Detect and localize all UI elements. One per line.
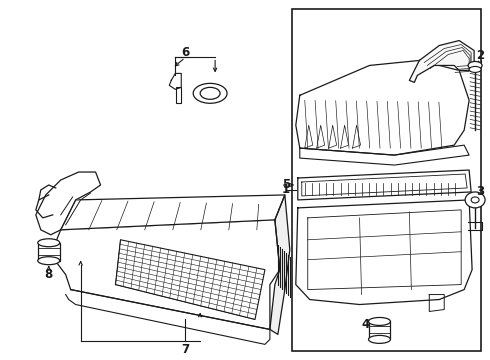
- Ellipse shape: [469, 67, 481, 72]
- Polygon shape: [302, 174, 467, 196]
- Polygon shape: [296, 200, 472, 305]
- Text: 6: 6: [181, 46, 189, 59]
- Polygon shape: [296, 60, 469, 155]
- Bar: [368, 321, 391, 339]
- Polygon shape: [298, 170, 471, 200]
- Ellipse shape: [38, 239, 60, 247]
- Polygon shape: [169, 73, 181, 89]
- Ellipse shape: [38, 257, 60, 265]
- Polygon shape: [36, 172, 100, 235]
- Ellipse shape: [465, 192, 485, 208]
- Ellipse shape: [471, 197, 479, 203]
- Text: 8: 8: [45, 268, 53, 281]
- Text: 3: 3: [476, 185, 484, 198]
- Bar: [292, 9, 481, 351]
- Polygon shape: [116, 240, 265, 319]
- Ellipse shape: [368, 336, 391, 343]
- Polygon shape: [409, 41, 474, 82]
- Ellipse shape: [368, 318, 391, 325]
- Text: 7: 7: [181, 343, 189, 356]
- Ellipse shape: [200, 87, 220, 99]
- Ellipse shape: [193, 84, 227, 103]
- Ellipse shape: [468, 62, 482, 69]
- Text: 1: 1: [282, 184, 290, 197]
- Text: 2: 2: [476, 49, 484, 62]
- Text: 4: 4: [362, 318, 369, 331]
- Text: 5: 5: [282, 179, 290, 192]
- Bar: [176, 87, 181, 103]
- Polygon shape: [51, 220, 280, 329]
- Polygon shape: [270, 195, 290, 334]
- Polygon shape: [61, 195, 285, 230]
- Bar: [38, 243, 60, 261]
